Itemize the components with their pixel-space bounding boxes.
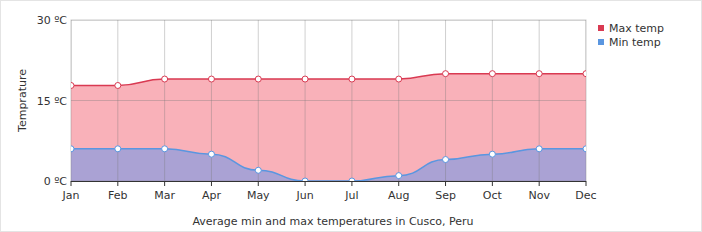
y-tick-label: 30 ºC — [37, 14, 68, 27]
x-tick — [492, 181, 493, 186]
x-axis — [71, 181, 586, 182]
series-line — [71, 149, 586, 181]
marker — [536, 71, 542, 77]
marker — [443, 157, 449, 163]
marker — [583, 71, 586, 77]
y-grid — [71, 20, 586, 21]
x-tick — [586, 181, 587, 186]
x-tick — [398, 181, 399, 186]
x-tick — [539, 181, 540, 186]
x-tick-label: Dec — [575, 189, 596, 202]
x-tick — [258, 181, 259, 186]
y-tick-label: 15 ºC — [37, 95, 68, 108]
marker — [162, 146, 168, 152]
series-line — [71, 74, 586, 86]
x-tick — [305, 181, 306, 186]
x-tick-label: Aug — [388, 189, 409, 202]
marker — [536, 146, 542, 152]
x-tick-label: Oct — [483, 189, 503, 202]
marker — [255, 76, 261, 82]
marker — [302, 76, 308, 82]
y-tick-label: 0 ºC — [44, 175, 68, 188]
x-tick-label: Apr — [202, 189, 222, 202]
marker — [208, 76, 214, 82]
marker — [115, 146, 121, 152]
marker — [349, 76, 355, 82]
marker — [115, 82, 121, 88]
x-tick — [71, 181, 72, 186]
marker — [208, 151, 214, 157]
legend-swatch — [598, 25, 604, 31]
marker — [396, 76, 402, 82]
x-tick — [211, 181, 212, 186]
marker — [302, 178, 308, 181]
area-fill — [71, 149, 586, 181]
x-tick-label: Jul — [344, 189, 358, 202]
marker — [71, 146, 74, 152]
x-tick-label: Jun — [295, 189, 313, 202]
marker — [71, 82, 74, 88]
legend-swatch — [598, 39, 604, 45]
outer-frame — [1, 1, 702, 232]
x-tick — [164, 181, 165, 186]
marker — [489, 151, 495, 157]
area-fill — [71, 74, 586, 181]
x-tick-label: Feb — [108, 189, 127, 202]
chart-title: Average min and max temperatures in Cusc… — [192, 215, 473, 228]
x-tick-label: May — [247, 189, 270, 202]
marker — [162, 76, 168, 82]
marker — [349, 178, 355, 181]
x-tick-label: Nov — [528, 189, 550, 202]
x-tick — [445, 181, 446, 186]
x-tick-label: Sep — [435, 189, 456, 202]
y-grid — [71, 100, 586, 101]
marker — [489, 71, 495, 77]
x-tick-label: Mar — [154, 189, 175, 202]
marker — [396, 173, 402, 179]
x-tick — [117, 181, 118, 186]
marker — [443, 71, 449, 77]
plot-frame — [71, 20, 586, 181]
data-group — [71, 20, 586, 181]
x-tick — [351, 181, 352, 186]
legend-label: Max temp — [609, 22, 664, 35]
marker — [583, 146, 586, 152]
x-tick-label: Jan — [62, 189, 80, 202]
legend-label: Min temp — [609, 36, 661, 49]
y-axis-title: Temprature — [16, 69, 29, 133]
chart: Jan Feb Mar Apr May Jun Jul Aug Sep Oct Nov Dec 0 ºC… — [0, 0, 702, 232]
marker — [255, 167, 261, 173]
